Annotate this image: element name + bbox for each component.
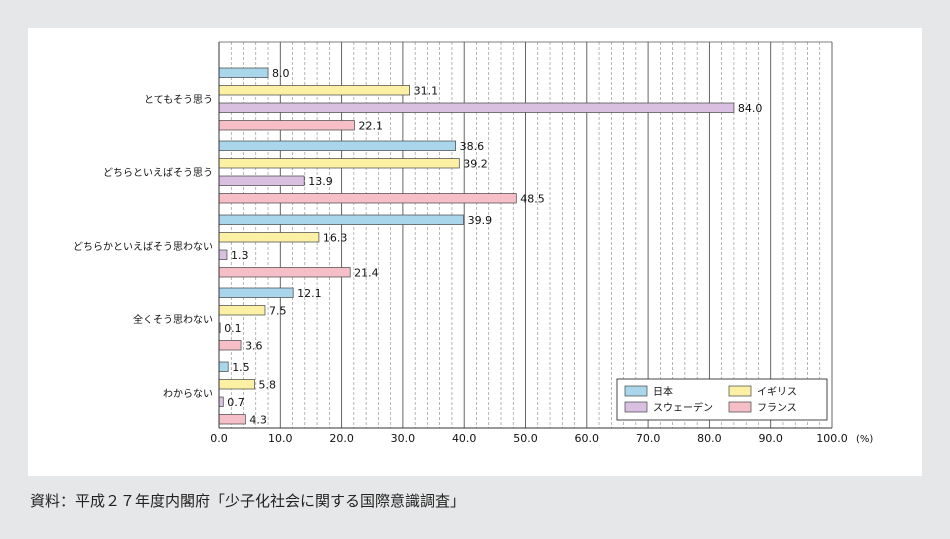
bar [218,267,351,278]
data-label: 12.1 [297,287,322,300]
bar [218,214,464,225]
x-tick-label: 0.0 [210,432,228,445]
data-label: 7.5 [269,305,287,318]
legend-swatch [728,401,752,413]
legend-swatch [728,385,752,397]
x-tick-label: 90.0 [758,432,783,445]
bar [218,140,456,151]
bar [218,175,305,186]
legend-swatch [624,385,648,397]
category-label: どちらといえばそう思う [103,167,213,179]
axes: 0.0 10.0 20.0 30.0 40.0 50.0 60.0 70.0 80.0 90.0 1… [210,41,873,445]
bar [218,120,355,131]
legend-box [616,378,828,421]
bar [218,396,224,407]
category-label: わからない [163,388,213,400]
bar [218,379,255,390]
unit-label: (%) [856,434,873,445]
chart-panel: 0.0 10.0 20.0 30.0 40.0 50.0 60.0 70.0 80.0 90.0 1… [28,28,922,476]
x-tick-label: 10.0 [268,432,293,445]
bar [218,158,460,169]
x-tick-label: 30.0 [391,432,416,445]
data-label: 13.9 [308,175,333,188]
legend-label: 日本 [653,385,673,398]
data-label: 31.1 [414,85,439,98]
legend-label: スウェーデン [653,401,713,414]
x-tick-label: 50.0 [513,432,538,445]
category-label: とてもそう思う [144,94,213,106]
labels: 8.0 31.1 84.0 22.1 とてもそう思う 38.6 39.2 13.9 48.5 どち… [73,67,762,427]
data-label: 39.9 [468,214,493,227]
data-label: 39.2 [463,158,488,171]
bar [218,287,294,298]
x-tick-label: 80.0 [697,432,722,445]
category-label: どちらかといえばそう思わない [73,241,213,253]
data-label: 21.4 [354,267,379,280]
bar [218,193,517,204]
bar [218,232,320,243]
bar [218,249,228,260]
data-label: 84.0 [738,102,763,115]
data-label: 1.5 [232,361,250,374]
data-label: 16.3 [323,232,348,245]
x-tick-label: 40.0 [452,432,477,445]
data-label: 1.3 [231,249,249,262]
data-label: 0.1 [224,322,242,335]
legend-label: フランス [757,402,797,414]
bar [218,85,410,96]
data-label: 5.8 [259,379,277,392]
grid-lines [230,42,833,428]
legend-swatch [624,401,648,413]
data-label: 48.5 [520,193,545,206]
x-tick-label: 60.0 [575,432,600,445]
data-label: 22.1 [358,120,383,133]
bar-chart: 0.0 10.0 20.0 30.0 40.0 50.0 60.0 70.0 80.0 90.0 1… [73,41,873,445]
data-label: 8.0 [272,67,290,80]
source-note: 資料：平成２７年度内閣府「少子化社会に関する国際意識調査」 [30,492,466,510]
bars [218,67,735,425]
x-tick-label: 20.0 [329,432,354,445]
bar [218,414,246,425]
data-label: 38.6 [460,140,485,153]
bar [218,102,735,113]
data-label: 3.6 [245,340,263,353]
data-label: 4.3 [249,414,267,427]
bar [218,67,269,78]
bar [218,361,229,372]
x-tick-label: 70.0 [636,432,661,445]
bar [218,340,242,351]
bar [218,305,266,316]
legend-label: イギリス [757,386,797,398]
category-label: 全くそう思わない [133,313,213,326]
x-tick-label: 100.0 [816,432,848,445]
data-label: 0.7 [227,396,245,409]
